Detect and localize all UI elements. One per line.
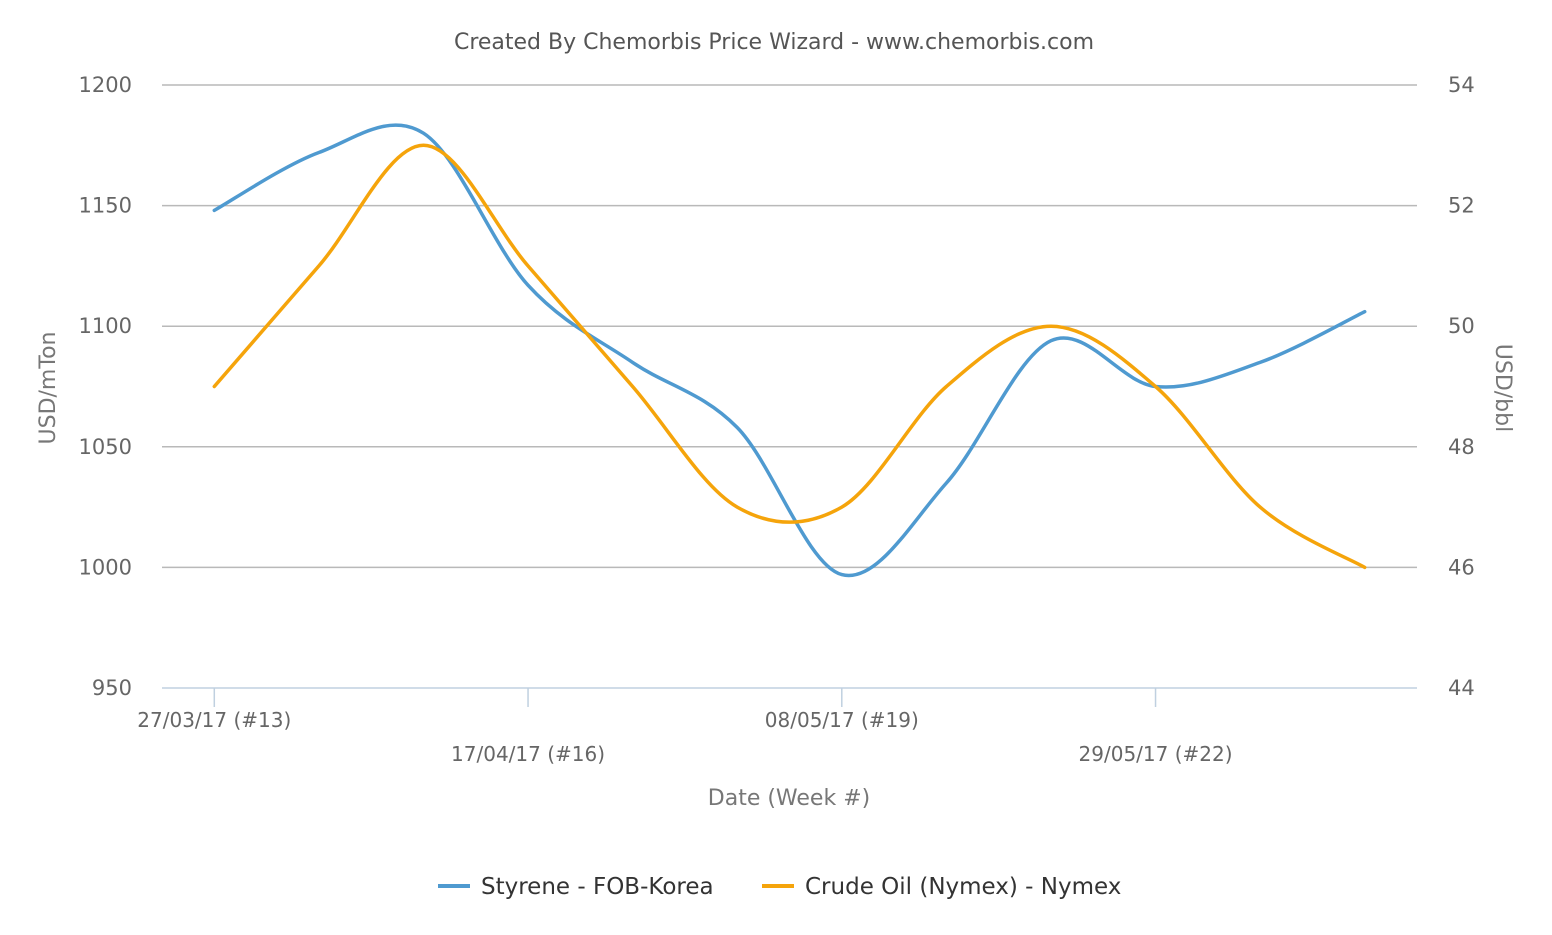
left-y-tick-label: 1050 — [79, 435, 132, 459]
data-point — [418, 128, 428, 138]
x-tick-label: 17/04/17 (#16) — [451, 742, 605, 766]
right-y-tick-label: 44 — [1448, 676, 1475, 700]
legend-item[interactable]: Styrene - FOB-Korea — [438, 874, 714, 900]
series-line-styrene — [212, 123, 1367, 578]
data-point — [523, 280, 533, 290]
data-point — [1046, 336, 1056, 346]
data-point — [1255, 357, 1265, 367]
data-point — [628, 357, 638, 367]
right-y-axis-ticks: 54 52 50 48 46 44 — [1448, 73, 1475, 700]
data-point — [732, 502, 742, 512]
legend: Styrene - FOB-Korea Crude Oil (Nymex) - N… — [438, 874, 1121, 900]
legend-label: Styrene - FOB-Korea — [481, 874, 714, 900]
x-tick-label: 27/03/17 (#13) — [137, 708, 291, 732]
left-y-tick-label: 1100 — [79, 314, 132, 338]
left-y-tick-label: 1200 — [79, 73, 132, 97]
x-tick-label: 08/05/17 (#19) — [765, 708, 919, 732]
right-y-tick-label: 52 — [1448, 194, 1475, 218]
data-point — [837, 570, 847, 580]
left-axis-title: USD/mTon — [36, 332, 61, 445]
data-point — [1151, 382, 1161, 392]
data-point — [209, 382, 219, 392]
x-tick-label: 29/05/17 (#22) — [1079, 742, 1233, 766]
data-point — [837, 502, 847, 512]
data-point — [1360, 562, 1370, 572]
x-axis-title: Date (Week #) — [708, 786, 870, 811]
legend-label: Crude Oil (Nymex) - Nymex — [805, 874, 1121, 900]
data-point — [314, 261, 324, 271]
data-point — [418, 140, 428, 150]
right-y-tick-label: 54 — [1448, 73, 1475, 97]
left-y-tick-label: 950 — [92, 676, 132, 700]
right-y-tick-label: 46 — [1448, 555, 1475, 579]
right-axis-title: USD/bbl — [1490, 344, 1515, 432]
left-y-tick-label: 1150 — [79, 194, 132, 218]
data-point — [941, 382, 951, 392]
x-axis-ticks: 27/03/17 (#13) 17/04/17 (#16) 08/05/17 (#1… — [137, 688, 1233, 766]
data-point — [1360, 307, 1370, 317]
data-point — [523, 261, 533, 271]
legend-item[interactable]: Crude Oil (Nymex) - Nymex — [762, 874, 1121, 900]
data-point — [628, 382, 638, 392]
data-point — [1046, 321, 1056, 331]
right-y-tick-label: 50 — [1448, 314, 1475, 338]
data-point — [314, 148, 324, 158]
left-y-axis-ticks: 1200 1150 1100 1050 1000 950 — [79, 73, 132, 700]
series-lines — [209, 123, 1370, 580]
data-point — [209, 205, 219, 215]
data-point — [1255, 502, 1265, 512]
gridlines — [162, 84, 1417, 569]
right-y-tick-label: 48 — [1448, 435, 1475, 459]
series-line-crude-oil — [212, 143, 1367, 570]
data-point — [732, 423, 742, 433]
data-point — [941, 478, 951, 488]
chart-title: Created By Chemorbis Price Wizard - www.… — [454, 30, 1094, 55]
left-y-tick-label: 1000 — [79, 555, 132, 579]
